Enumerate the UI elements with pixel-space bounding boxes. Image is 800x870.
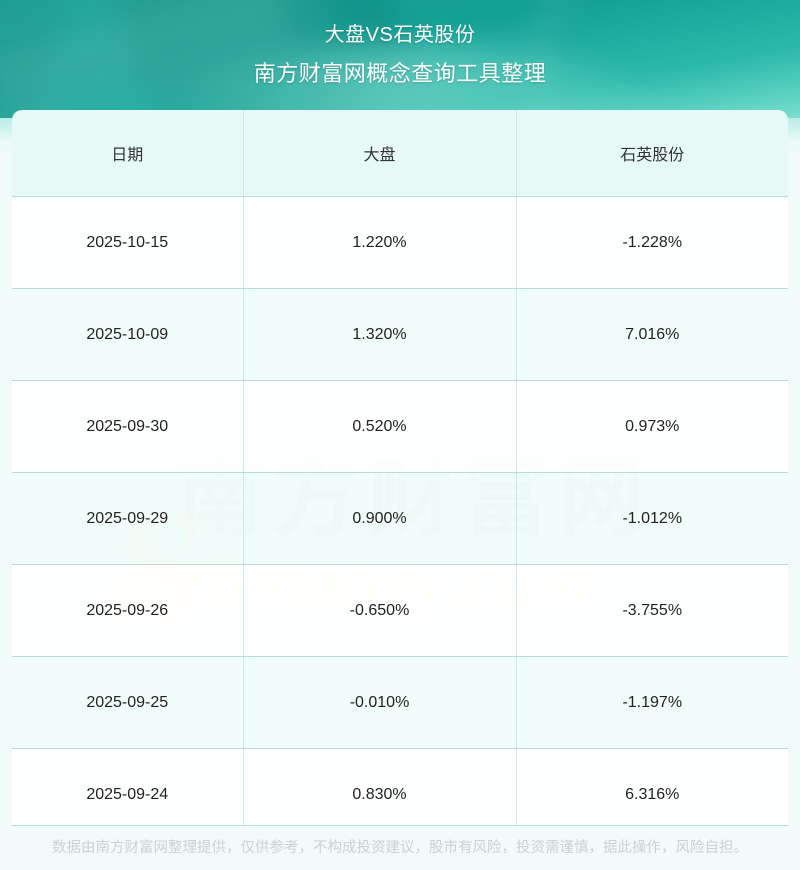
footer-disclaimer: 数据由南方财富网整理提供，仅供参考，不构成投资建议，股市有风险，投资需谨慎，据此… xyxy=(0,826,800,870)
cell-stock: 0.973% xyxy=(516,380,788,473)
footer-divider xyxy=(12,825,788,826)
cell-date: 2025-09-29 xyxy=(12,472,244,565)
table-row: 2025-09-29 0.900% -1.012% xyxy=(12,472,788,565)
table-header-row: 日期 大盘 石英股份 xyxy=(12,110,788,197)
comparison-table-container: 日期 大盘 石英股份 2025-10-15 1.220% -1.228% 2025-1… xyxy=(12,110,788,840)
table-body: 2025-10-15 1.220% -1.228% 2025-10-09 1.320% 7… xyxy=(12,196,788,840)
cell-stock: -3.755% xyxy=(516,564,788,657)
table-row: 2025-09-24 0.830% 6.316% xyxy=(12,748,788,840)
cell-stock: 7.016% xyxy=(516,288,788,381)
cell-index: -0.010% xyxy=(243,656,517,749)
table-row: 2025-10-15 1.220% -1.228% xyxy=(12,196,788,289)
table-row: 2025-09-30 0.520% 0.973% xyxy=(12,380,788,473)
cell-stock: -1.197% xyxy=(516,656,788,749)
cell-index: 0.830% xyxy=(243,748,517,840)
column-header-index: 大盘 xyxy=(243,110,517,197)
page-header-banner: 大盘VS石英股份 南方财富网概念查询工具整理 xyxy=(0,0,800,128)
cell-index: 1.220% xyxy=(243,196,517,289)
page-subtitle: 南方财富网概念查询工具整理 xyxy=(253,61,547,86)
table-row: 2025-10-09 1.320% 7.016% xyxy=(12,288,788,381)
table-row: 2025-09-25 -0.010% -1.197% xyxy=(12,656,788,749)
cell-date: 2025-09-26 xyxy=(12,564,244,657)
cell-date: 2025-09-30 xyxy=(12,380,244,473)
cell-stock: -1.012% xyxy=(516,472,788,565)
cell-index: 0.900% xyxy=(243,472,517,565)
cell-date: 2025-09-24 xyxy=(12,748,244,840)
column-header-stock: 石英股份 xyxy=(516,110,788,197)
cell-date: 2025-09-25 xyxy=(12,656,244,749)
cell-index: 1.320% xyxy=(243,288,517,381)
comparison-table: 日期 大盘 石英股份 2025-10-15 1.220% -1.228% 2025-1… xyxy=(12,110,788,840)
page-title: 大盘VS石英股份 xyxy=(324,24,476,46)
cell-stock: -1.228% xyxy=(516,196,788,289)
cell-index: -0.650% xyxy=(243,564,517,657)
column-header-date: 日期 xyxy=(12,110,244,197)
table-row: 2025-09-26 -0.650% -3.755% xyxy=(12,564,788,657)
table-head: 日期 大盘 石英股份 xyxy=(12,110,788,197)
cell-date: 2025-10-15 xyxy=(12,196,244,289)
cell-date: 2025-10-09 xyxy=(12,288,244,381)
cell-stock: 6.316% xyxy=(516,748,788,840)
cell-index: 0.520% xyxy=(243,380,517,473)
banner-title-block: 大盘VS石英股份 南方财富网概念查询工具整理 xyxy=(0,0,800,89)
